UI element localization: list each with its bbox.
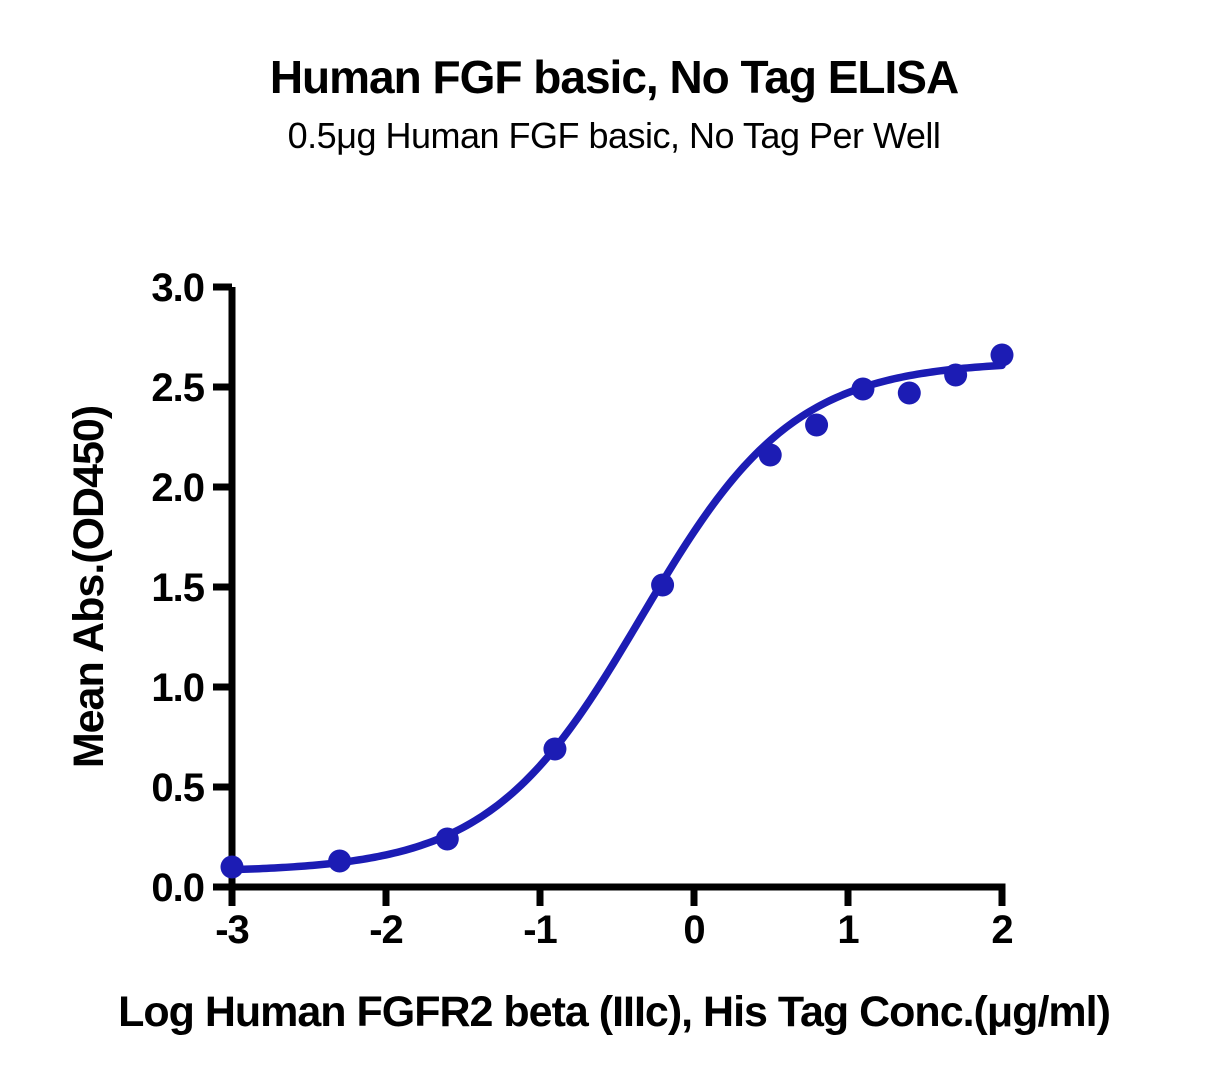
y-tick-label: 2.5 [151,366,204,410]
data-point-marker [543,737,567,761]
chart-subtitle: 0.5μg Human FGF basic, No Tag Per Well [288,115,941,156]
data-point-marker [990,343,1014,367]
x-tick-label: 2 [991,908,1012,952]
y-tick-label: 0.0 [151,866,204,910]
fit-curve [228,361,1006,874]
chart-title: Human FGF basic, No Tag ELISA [270,51,958,103]
data-point-marker [944,363,968,387]
data-point-marker [897,381,921,405]
y-tick-label: 1.5 [151,566,204,610]
plot-area: -3 -2 -1 0 1 2 0.0 0.5 1.0 1.5 2.0 2.5 3.0 [151,266,1013,952]
y-axis-title: Mean Abs.(OD450) [65,406,113,768]
y-tick-label: 0.5 [151,766,204,810]
x-tick-label: -2 [369,908,403,952]
data-point-marker [220,855,244,879]
x-tick-label: -1 [523,908,557,952]
y-tick-label: 2.0 [151,466,204,510]
data-point-marker [328,849,352,873]
data-point-marker [805,413,829,437]
x-tick-label: 1 [837,908,859,952]
data-point-marker [758,443,782,467]
y-tick-label: 3.0 [151,266,204,310]
x-axis-title: Log Human FGFR2 beta (IIIc), His Tag Con… [118,988,1110,1036]
data-point-marker [851,377,875,401]
y-tick-label: 1.0 [151,666,204,710]
x-tick-label: -3 [215,908,249,952]
x-tick-label: 0 [683,908,704,952]
data-point-marker [651,573,675,597]
data-point-marker [435,827,459,851]
